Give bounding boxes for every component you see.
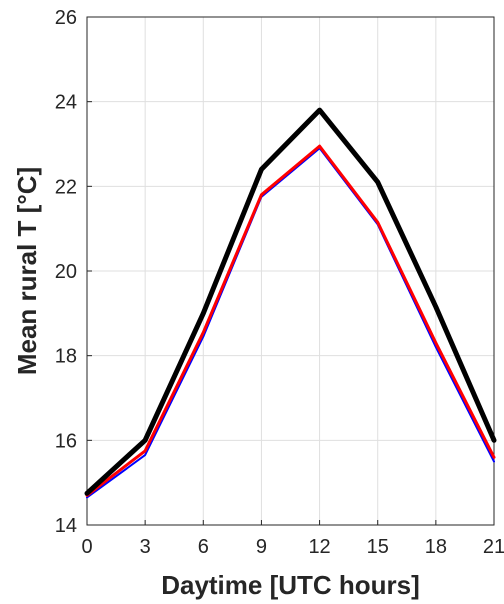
series-line-2 — [85, 144, 496, 497]
y-tick-label: 18 — [55, 346, 77, 368]
y-tick-label: 14 — [55, 515, 77, 537]
y-tick-label: 22 — [55, 176, 77, 198]
x-tick-label: 6 — [198, 536, 209, 558]
y-tick-label: 26 — [55, 7, 77, 29]
y-tick-label: 16 — [55, 430, 77, 452]
y-tick-label: 24 — [55, 92, 77, 114]
y-tick-label: 20 — [55, 261, 77, 283]
tick-labels: 0 3 6 9 12 15 18 21 14 16 18 20 22 24 26 — [55, 7, 504, 558]
x-axis-label: Daytime [UTC hours] — [161, 570, 420, 600]
x-tick-label: 9 — [256, 536, 267, 558]
x-tick-label: 0 — [81, 536, 92, 558]
x-tick-label: 18 — [425, 536, 447, 558]
y-axis-label: Mean rural T [°C] — [12, 167, 42, 375]
series-line-1 — [86, 147, 495, 499]
x-tick-label: 3 — [140, 536, 151, 558]
x-tick-label: 12 — [308, 536, 330, 558]
series-line-3 — [84, 107, 497, 496]
x-tick-label: 21 — [483, 536, 504, 558]
grid — [86, 16, 495, 526]
x-tick-label: 15 — [367, 536, 389, 558]
series-layer — [84, 107, 497, 499]
